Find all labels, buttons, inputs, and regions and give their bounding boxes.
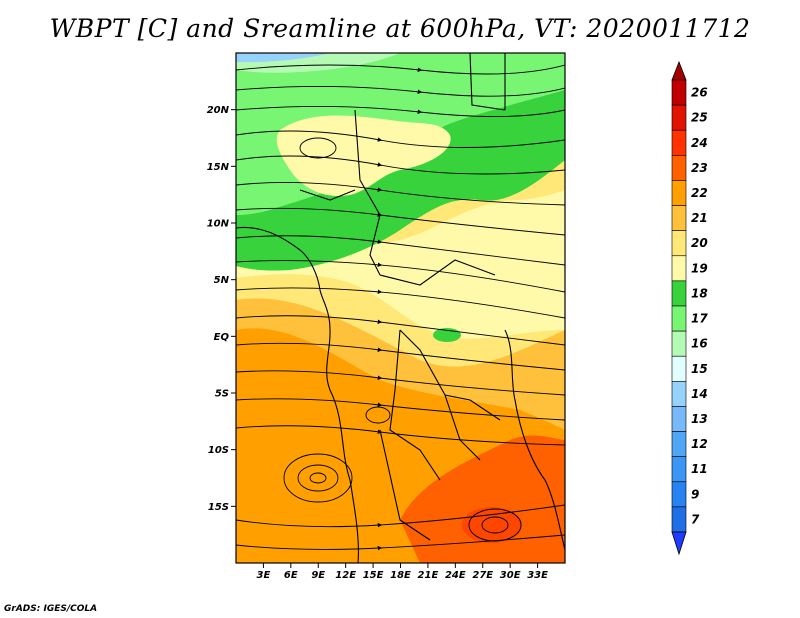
colorbar-swatch — [671, 280, 687, 307]
colorbar-label: 21 — [691, 211, 708, 225]
wbpt-shading — [236, 53, 565, 563]
colorbar-swatch — [671, 79, 687, 106]
lat-tick-label: 20N — [207, 105, 230, 116]
lon-tick-label: 9E — [311, 570, 325, 581]
streamlines — [236, 64, 565, 551]
colorbar-label: 25 — [691, 111, 708, 125]
colorbar-swatch — [671, 431, 687, 457]
colorbar-swatch — [671, 205, 687, 231]
colorbar-swatch — [671, 406, 687, 432]
colorbar-top-arrow — [671, 60, 687, 81]
lon-tick-label: 27E — [472, 570, 493, 581]
colorbar-swatch — [671, 481, 687, 508]
colorbar-swatch — [671, 129, 687, 156]
colorbar-label: 26 — [691, 86, 708, 100]
colorbar-label: 19 — [691, 261, 708, 275]
colorbar-swatch — [671, 456, 687, 483]
lat-tick-label: 10S — [208, 445, 229, 456]
colorbar-label: 15 — [691, 362, 708, 376]
colorbar-swatch — [671, 305, 687, 332]
colorbar-swatch — [671, 155, 687, 181]
colorbar-label: 7 — [691, 512, 700, 526]
lat-tick-label: EQ — [214, 332, 230, 343]
colorbar-label: 11 — [691, 462, 708, 476]
lat-tick-label: 10N — [207, 219, 230, 230]
colorbar-label: 23 — [691, 161, 708, 175]
lon-tick-label: 6E — [284, 570, 298, 581]
lon-ticks: 3E 6E 9E 12E 15E 18E 21E 24E 27E 30E 33E — [257, 563, 548, 581]
lon-tick-label: 18E — [390, 570, 411, 581]
lon-tick-label: 3E — [257, 570, 271, 581]
lon-tick-label: 33E — [527, 570, 548, 581]
lon-tick-label: 12E — [335, 570, 356, 581]
colorbar-label: 18 — [691, 286, 708, 300]
colorbar-swatch — [671, 230, 687, 257]
colorbar-bottom-arrow — [671, 531, 687, 556]
colorbar-swatch — [671, 381, 687, 407]
colorbar-swatch — [671, 330, 687, 357]
lon-tick-label: 24E — [445, 570, 466, 581]
lat-tick-label: 15N — [207, 162, 230, 173]
lon-tick-label: 30E — [500, 570, 521, 581]
lon-tick-label: 15E — [363, 570, 384, 581]
plot-title: WBPT [C] and Sreamline at 600hPa, VT: 20… — [49, 14, 751, 43]
lat-tick-label: 15S — [208, 502, 229, 513]
colorbar-label: 17 — [691, 312, 708, 326]
colorbar-label: 20 — [691, 236, 708, 250]
colorbar: 26 25 24 23 22 21 20 19 18 17 16 15 14 13 12 11 9 7 — [671, 60, 708, 556]
colorbar-label: 24 — [691, 136, 708, 150]
colorbar-swatch — [671, 104, 687, 131]
colorbar-swatch — [671, 255, 687, 282]
colorbar-label: 9 — [691, 487, 699, 501]
colorbar-label: 22 — [691, 186, 708, 200]
lat-tick-label: 5S — [215, 389, 229, 400]
colorbar-swatch — [671, 355, 687, 382]
grads-credit: GrADS: IGES/COLA — [4, 604, 98, 614]
colorbar-label: 14 — [691, 387, 708, 401]
colorbar-label: 12 — [691, 437, 708, 451]
lat-ticks: 20N 15N 10N 5N EQ 5S 10S 15S — [207, 105, 236, 513]
colorbar-swatch — [671, 506, 687, 533]
lat-tick-label: 5N — [214, 275, 230, 286]
colorbar-swatch — [671, 180, 687, 206]
lon-tick-label: 21E — [418, 570, 439, 581]
colorbar-label: 13 — [691, 412, 708, 426]
colorbar-label: 16 — [691, 337, 708, 351]
